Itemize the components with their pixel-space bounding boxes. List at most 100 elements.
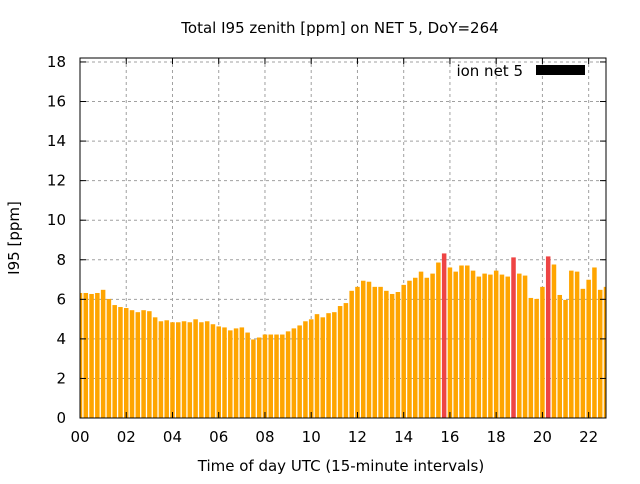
bar — [360, 280, 366, 418]
chart-title: Total I95 zenith [ppm] on NET 5, DoY=264 — [180, 19, 498, 37]
x-tick-label: 14 — [394, 428, 413, 446]
bar — [106, 298, 112, 418]
bar — [424, 277, 430, 418]
bar — [210, 324, 216, 418]
bar — [482, 273, 487, 418]
bar — [181, 321, 187, 418]
bar — [453, 271, 458, 418]
bar — [459, 265, 464, 418]
bar — [563, 299, 568, 418]
bar — [164, 320, 169, 418]
bar — [603, 286, 606, 418]
bar — [586, 279, 591, 418]
bar — [297, 325, 302, 418]
bar — [80, 292, 83, 418]
x-tick-label: 12 — [348, 428, 367, 446]
bar — [170, 322, 175, 418]
bar — [517, 273, 522, 418]
bar — [285, 331, 291, 418]
bar — [314, 314, 320, 418]
bar — [407, 280, 412, 418]
x-tick-label: 00 — [70, 428, 89, 446]
bar — [245, 332, 250, 418]
y-tick-label: 2 — [56, 369, 66, 387]
bar — [418, 271, 424, 418]
bar — [216, 326, 221, 418]
bar — [141, 310, 146, 418]
x-tick-label: 08 — [255, 428, 274, 446]
y-tick-label: 18 — [47, 53, 66, 71]
bar — [118, 307, 123, 418]
x-tick-label: 20 — [533, 428, 552, 446]
bar — [89, 293, 94, 418]
y-tick-label: 16 — [47, 93, 66, 111]
bar — [228, 330, 233, 418]
x-tick-label: 10 — [302, 428, 321, 446]
bar — [551, 264, 557, 418]
x-tick-label: 06 — [209, 428, 228, 446]
bar — [158, 321, 164, 418]
bar — [430, 273, 435, 418]
y-tick-label: 10 — [47, 211, 66, 229]
bars — [80, 253, 606, 418]
bar — [176, 322, 181, 418]
bar — [505, 276, 510, 418]
bar — [274, 334, 279, 418]
bar — [597, 289, 603, 418]
bar — [280, 334, 285, 418]
bar — [332, 312, 337, 418]
bar — [193, 319, 198, 418]
bar — [441, 253, 447, 418]
y-tick-label: 6 — [56, 290, 66, 308]
bar — [384, 290, 389, 418]
bar — [401, 284, 406, 418]
bar — [412, 277, 418, 418]
bar — [366, 281, 372, 418]
bar — [447, 267, 453, 418]
bar — [308, 319, 314, 418]
bar — [187, 322, 193, 418]
bar — [112, 305, 117, 418]
bar — [204, 321, 210, 418]
bar — [222, 327, 227, 418]
y-tick-label: 8 — [56, 251, 66, 269]
bar — [465, 265, 470, 418]
bar — [470, 270, 476, 418]
bar — [326, 313, 331, 418]
bar — [337, 306, 343, 418]
bar — [534, 298, 539, 418]
y-tick-label: 12 — [47, 172, 66, 190]
bar — [129, 310, 135, 418]
bar — [251, 339, 256, 418]
bar — [349, 290, 354, 418]
bar — [378, 286, 383, 418]
bar — [343, 303, 349, 418]
bar — [320, 317, 326, 418]
bar — [291, 328, 297, 418]
x-tick-label: 22 — [579, 428, 598, 446]
bar — [569, 270, 574, 418]
plot-border — [79, 57, 607, 419]
bar — [476, 276, 482, 418]
bar — [528, 297, 534, 418]
bar — [268, 334, 274, 418]
bar — [239, 327, 245, 418]
bar — [395, 292, 401, 418]
bar — [557, 294, 563, 418]
bar — [436, 262, 441, 418]
bar — [372, 286, 378, 418]
bar — [580, 288, 586, 418]
bar — [522, 275, 528, 418]
y-tick-label: 4 — [56, 330, 66, 348]
bar — [592, 267, 597, 418]
bar — [233, 328, 239, 418]
bar — [83, 292, 89, 418]
x-tick-label: 16 — [440, 428, 459, 446]
x-axis-label: Time of day UTC (15-minute intervals) — [197, 457, 484, 475]
bar — [540, 286, 545, 418]
bar — [262, 334, 268, 418]
x-tick-label: 02 — [117, 428, 136, 446]
y-axis-label: I95 [ppm] — [5, 201, 23, 275]
